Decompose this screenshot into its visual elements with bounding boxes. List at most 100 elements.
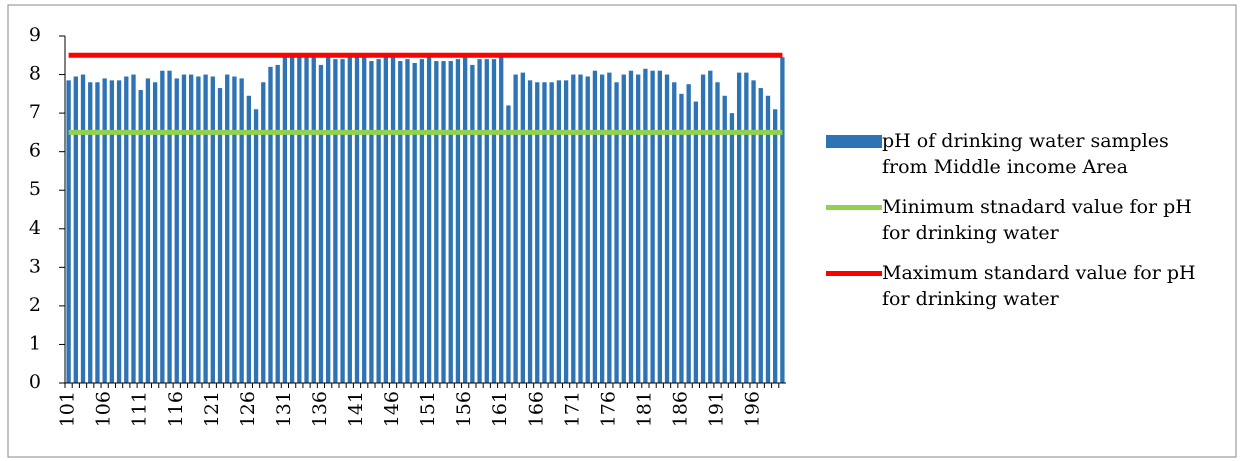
bar — [73, 76, 78, 383]
bar — [181, 74, 187, 384]
y-tick-label: 8 — [29, 63, 41, 85]
bar — [383, 57, 389, 383]
bar — [520, 72, 525, 383]
y-tick-label: 6 — [29, 140, 41, 162]
bar — [650, 70, 655, 383]
bar — [102, 78, 107, 384]
bar — [527, 80, 533, 383]
bar — [326, 57, 331, 383]
bar — [412, 62, 417, 383]
bar — [333, 59, 338, 384]
bar — [167, 70, 172, 383]
bar — [66, 80, 71, 383]
bar — [657, 70, 662, 383]
bar — [578, 74, 583, 384]
bar — [700, 74, 706, 384]
chart-border — [7, 4, 1237, 458]
bar — [585, 76, 590, 383]
bar — [607, 72, 612, 383]
bar — [628, 70, 634, 383]
bar — [289, 57, 295, 383]
bar — [621, 74, 626, 384]
bar — [405, 59, 410, 384]
x-tick-label: 166 — [525, 391, 547, 427]
legend-swatch — [826, 205, 882, 210]
x-tick-label: 191 — [706, 391, 728, 427]
bar — [751, 80, 756, 383]
bar — [189, 74, 194, 384]
legend-item: Maximum standard value for pH for drinki… — [826, 260, 1206, 312]
x-tick-label: 116 — [165, 391, 187, 427]
bar — [455, 59, 461, 384]
bar — [484, 59, 489, 384]
x-tick-label: 161 — [489, 391, 511, 427]
bar — [744, 72, 749, 383]
bar — [369, 61, 374, 384]
bar — [729, 113, 735, 383]
bar — [304, 57, 309, 383]
bar — [434, 61, 439, 384]
x-tick-label: 131 — [273, 391, 295, 427]
bar — [282, 57, 288, 383]
y-tick-label: 9 — [29, 24, 41, 46]
bar — [131, 74, 136, 384]
bar — [592, 70, 598, 383]
bar — [419, 59, 425, 384]
bar — [765, 95, 771, 383]
bar — [462, 57, 468, 383]
bar — [88, 82, 93, 384]
bar — [614, 82, 619, 384]
bar — [152, 82, 158, 384]
bar — [571, 74, 576, 384]
x-tick-label: 136 — [309, 391, 331, 427]
x-tick-label: 101 — [57, 391, 79, 427]
bar — [708, 70, 713, 383]
bar — [246, 95, 252, 383]
legend-label: Minimum stnadard value for pH for drinki… — [882, 196, 1192, 244]
x-tick-label: 196 — [742, 391, 764, 427]
bar — [210, 76, 215, 383]
bar — [124, 76, 129, 383]
y-tick-label: 2 — [29, 294, 41, 316]
x-tick-label: 141 — [345, 391, 367, 427]
bar — [758, 88, 763, 384]
bar — [261, 82, 266, 384]
y-tick-label: 1 — [29, 332, 41, 354]
bar — [722, 95, 727, 383]
y-tick-label: 5 — [29, 178, 41, 200]
bar — [636, 74, 641, 384]
bar — [426, 57, 432, 383]
x-tick-label: 126 — [237, 391, 259, 427]
bar — [499, 57, 504, 383]
y-tick-label: 7 — [29, 101, 41, 123]
bar — [780, 57, 785, 383]
bar — [95, 82, 100, 384]
legend-swatch — [826, 271, 882, 276]
bar — [477, 59, 482, 384]
bar — [599, 74, 605, 384]
bar — [549, 82, 554, 384]
x-tick-label: 146 — [381, 391, 403, 427]
x-tick-label: 106 — [93, 391, 115, 427]
bar — [643, 68, 648, 384]
bar — [311, 57, 316, 383]
bar — [145, 78, 151, 384]
x-tick-label: 181 — [633, 391, 655, 427]
bar — [715, 82, 720, 384]
legend-label: Maximum standard value for pH for drinki… — [882, 262, 1196, 310]
bar — [275, 64, 280, 384]
bar — [491, 59, 497, 384]
bar — [542, 82, 547, 384]
legend: pH of drinking water samples from Middle… — [826, 128, 1206, 326]
bar — [672, 82, 677, 384]
bar — [138, 89, 143, 383]
bar — [535, 82, 540, 384]
bar — [239, 78, 244, 384]
bar — [556, 80, 562, 383]
bar — [340, 59, 345, 384]
bar — [513, 74, 518, 384]
bar — [217, 88, 223, 384]
bar — [448, 61, 453, 384]
bar — [693, 101, 699, 384]
